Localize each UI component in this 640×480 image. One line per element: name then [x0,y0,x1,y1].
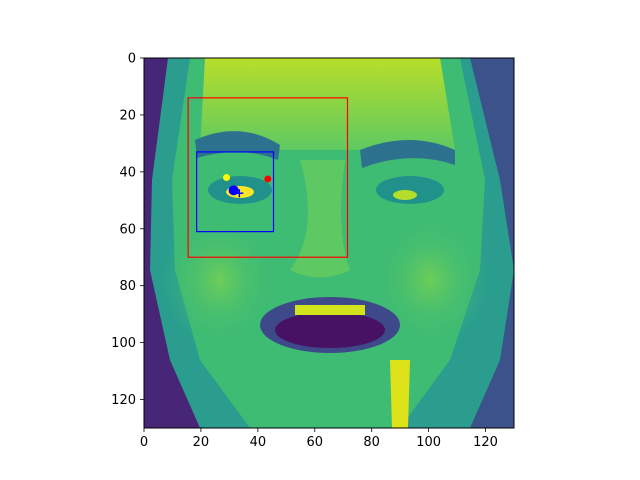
y-tick-label: 40 [119,165,136,180]
red-point [264,175,272,183]
y-tick-label: 80 [119,279,136,294]
blue-plus [235,189,244,198]
x-tick-label: 0 [140,435,148,450]
yellow-point [223,174,231,182]
y-tick-label: 100 [111,336,136,351]
y-axis: 0 20 40 60 80 100 120 [111,52,144,408]
x-tick-label: 120 [473,435,498,450]
y-tick-label: 20 [119,108,136,123]
face-box [187,97,349,258]
x-tick-label: 40 [250,435,267,450]
heatmap-image [144,58,514,428]
y-tick-label: 60 [119,222,136,237]
x-tick-label: 60 [306,435,323,450]
x-tick-label: 80 [363,435,380,450]
x-tick-label: 20 [193,435,210,450]
y-tick-label: 120 [111,393,136,408]
axes-frame [143,57,515,429]
x-tick-label: 100 [416,435,441,450]
y-tick-label: 0 [128,52,136,67]
x-axis: 0 20 40 60 80 100 120 [140,428,498,450]
eye-box [196,151,275,233]
